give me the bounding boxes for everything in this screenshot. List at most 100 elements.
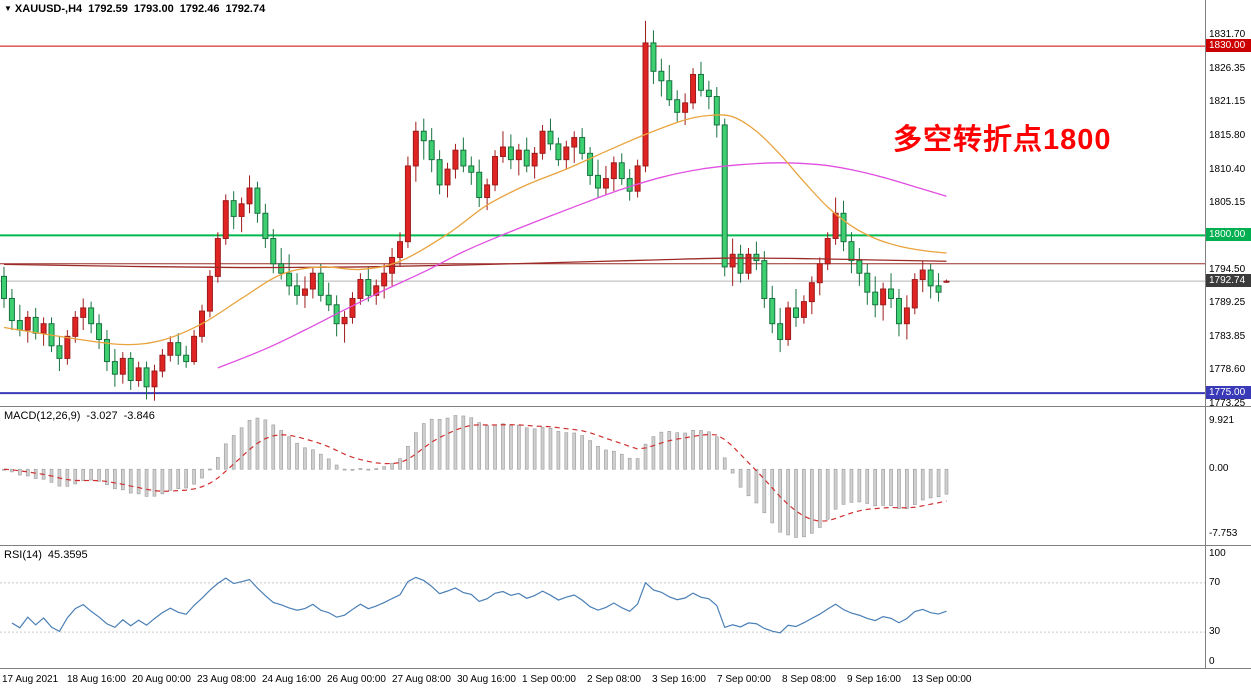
candle-down: [769, 285, 776, 334]
macd-histogram-bar: [619, 453, 624, 470]
candle-up: [880, 282, 887, 321]
candle-down: [555, 137, 562, 166]
ma-fast-orange: [3, 114, 947, 346]
macd-signal-value: -3.846: [123, 410, 155, 422]
candle-down: [658, 58, 665, 97]
rsi-name: RSI(14): [4, 549, 42, 561]
macd-histogram-bar: [532, 428, 537, 470]
candle-up: [238, 197, 245, 233]
macd-histogram-bar: [469, 417, 474, 470]
macd-axis-tick: -7.753: [1209, 528, 1238, 539]
macd-histogram-bar: [667, 431, 672, 470]
time-axis-label: 2 Sep 08:00: [587, 674, 641, 685]
macd-histogram-bar: [714, 436, 719, 470]
candle-down: [579, 128, 586, 160]
macd-panel-canvas[interactable]: [0, 407, 1205, 546]
candle-up: [800, 295, 807, 324]
candle-down: [927, 263, 934, 299]
candle-down: [753, 241, 760, 271]
candle-down: [262, 203, 269, 248]
price-axis-tick: 1794.50: [1209, 264, 1246, 276]
macd-histogram-bar: [833, 468, 838, 510]
low-value: 1792.46: [179, 3, 220, 15]
rsi-axis-tick: 0: [1209, 656, 1215, 667]
macd-histogram-bar: [928, 468, 933, 499]
time-axis-label: 17 Aug 2021: [2, 674, 59, 685]
candle-up: [785, 301, 792, 346]
macd-histogram-bar: [485, 425, 489, 470]
macd-histogram-bar: [865, 468, 870, 504]
candle-down: [317, 263, 324, 302]
macd-histogram-bar: [770, 468, 775, 524]
candle-down: [697, 61, 704, 97]
macd-histogram-bar: [311, 449, 315, 470]
macd-histogram-bar: [461, 415, 466, 470]
candle-down: [16, 304, 23, 337]
main-macd-separator[interactable]: [0, 406, 1251, 407]
candle-up: [214, 232, 221, 283]
macd-histogram-bar: [18, 468, 22, 476]
price-axis-border[interactable]: [1205, 0, 1206, 668]
candle-down: [270, 229, 277, 274]
macd-axis-tick: 0.00: [1209, 463, 1229, 475]
macd-histogram-bar: [342, 468, 347, 471]
macd-histogram-bar: [841, 468, 846, 505]
candle-down: [127, 352, 134, 390]
macd-histogram-bar: [33, 468, 38, 479]
candle-up: [64, 330, 71, 365]
macd-histogram-bar: [524, 427, 529, 470]
candle-up: [832, 197, 839, 245]
macd-histogram-bar: [73, 468, 78, 485]
macd-indicator-label: MACD(12,26,9) -3.027 -3.846: [4, 410, 155, 422]
macd-histogram-bar: [707, 431, 711, 470]
macd-histogram-bar: [572, 432, 577, 470]
macd-histogram-bar: [509, 424, 513, 470]
candle-down: [420, 118, 427, 160]
macd-histogram-bar: [295, 442, 299, 470]
candle-down: [8, 289, 15, 331]
candle-down: [56, 336, 63, 372]
time-axis-label: 20 Aug 00:00: [132, 674, 191, 685]
candle-down: [254, 181, 261, 223]
candle-down: [713, 87, 720, 138]
candle-down: [737, 244, 744, 283]
macd-histogram-bar: [113, 468, 117, 490]
macd-histogram-bar: [564, 432, 569, 470]
candle-up: [515, 143, 522, 176]
candle-down: [674, 90, 681, 122]
macd-histogram-bar: [738, 468, 743, 488]
candle-up: [40, 317, 47, 346]
symbol-dropdown-icon[interactable]: ▼: [4, 4, 12, 13]
candle-up: [919, 260, 926, 293]
candle-up: [444, 162, 451, 198]
candle-up: [531, 147, 538, 179]
macd-histogram-bar: [414, 432, 418, 470]
candle-down: [856, 247, 863, 286]
candle-up: [539, 124, 546, 160]
candle-up: [246, 175, 253, 214]
price-axis-tick: 1783.85: [1209, 331, 1246, 343]
open-value: 1792.59: [88, 3, 128, 15]
macd-name: MACD(12,26,9): [4, 410, 81, 422]
price-axis-tick: 1805.15: [1209, 196, 1246, 208]
candle-up: [745, 247, 752, 280]
candle-down: [595, 159, 601, 198]
macd-histogram-bar: [786, 468, 790, 536]
candle-down: [547, 118, 554, 151]
macd-histogram-bar: [303, 447, 307, 470]
macd-rsi-separator[interactable]: [0, 545, 1251, 546]
rsi-panel-canvas[interactable]: [0, 546, 1205, 669]
candle-down: [721, 118, 728, 277]
candle-up: [404, 156, 411, 248]
macd-main-value: -3.027: [86, 410, 118, 422]
candle-down: [436, 150, 443, 195]
candle-down: [143, 361, 150, 400]
macd-histogram-bar: [406, 445, 410, 470]
time-axis-label: 13 Sep 00:00: [912, 674, 972, 685]
price-chart-canvas[interactable]: [0, 0, 1205, 407]
macd-histogram-bar: [881, 468, 885, 506]
candle-down: [294, 273, 301, 305]
price-axis-tick: 1789.25: [1209, 297, 1246, 309]
macd-histogram-bar: [556, 431, 561, 470]
